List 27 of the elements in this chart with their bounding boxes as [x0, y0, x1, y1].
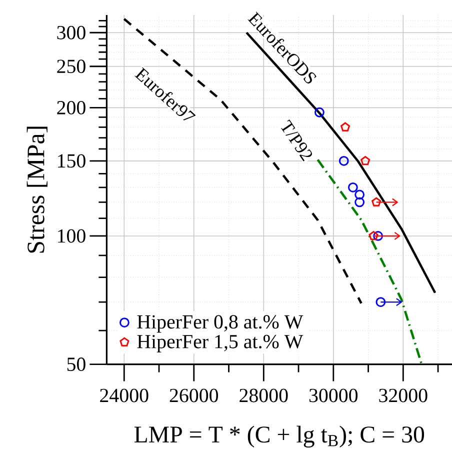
point — [314, 107, 324, 118]
y-tick-label: 250 — [57, 60, 86, 74]
point — [368, 231, 378, 240]
y-tick-label: 200 — [57, 100, 86, 114]
x-tick-label: 28000 — [240, 388, 288, 402]
point — [376, 297, 386, 307]
y-tick-label: 100 — [58, 229, 86, 243]
point — [340, 122, 350, 132]
x-axis-title: LMP = T * (C + lg t$_{B}$); C = 30 — [134, 426, 424, 448]
x-tick-label: 26000 — [170, 388, 218, 402]
point — [360, 156, 370, 166]
legend-label: HiperFer 1,5 at.% W — [137, 334, 304, 352]
point — [372, 197, 382, 206]
y-tick-label: 300 — [57, 26, 86, 40]
point — [354, 197, 365, 208]
line-series — [316, 158, 423, 364]
x-tick-label: 32000 — [379, 388, 428, 402]
legend-label: HiperFer 0,8 at.% W — [137, 315, 304, 333]
point — [373, 231, 383, 241]
point — [354, 190, 365, 200]
y-axis-title: Stress [MPa] — [26, 126, 48, 253]
x-tick-label: 24000 — [100, 388, 148, 402]
point — [348, 182, 358, 192]
y-tick-label: 150 — [58, 154, 86, 168]
y-tick-label: 50 — [67, 358, 86, 371]
x-tick-label: 30000 — [309, 388, 358, 402]
point — [338, 156, 349, 166]
